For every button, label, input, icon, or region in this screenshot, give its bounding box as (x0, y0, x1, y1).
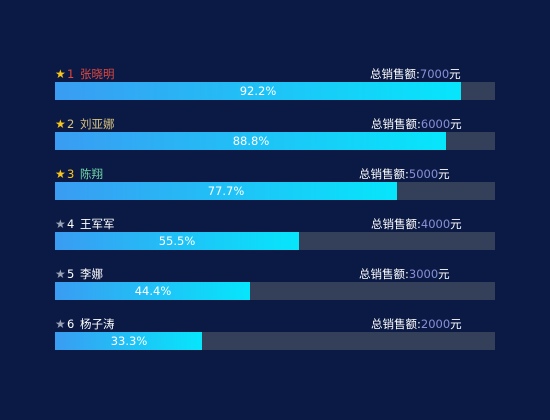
sales-label: 总销售额: (359, 267, 409, 281)
sales-amount: 2000 (420, 317, 451, 331)
percent-label: 55.5% (158, 234, 196, 248)
sales-amount: 3000 (408, 267, 439, 281)
row-label-line: ★ 3 陈翔 总销售额:5000元 (55, 166, 495, 182)
sales-label: 总销售额: (370, 67, 420, 81)
ranking-row: ★ 1 张晓明 总销售额:7000元 92.2% (55, 66, 495, 106)
bar-track: 77.7% (55, 182, 495, 200)
row-label-line: ★ 2 刘亚娜 总销售额:6000元 (55, 116, 495, 132)
percent-label: 92.2% (239, 84, 277, 98)
row-label-line: ★ 1 张晓明 总销售额:7000元 (55, 66, 495, 82)
rank-number: 6 (67, 317, 75, 331)
star-icon: ★ (55, 67, 66, 81)
sales-label: 总销售额: (371, 217, 421, 231)
bar-track: 33.3% (55, 332, 495, 350)
percent-label: 77.7% (207, 184, 245, 198)
person-name: 陈翔 (80, 167, 103, 181)
sales-total: 总销售额:4000元 (371, 216, 462, 232)
star-icon: ★ (55, 117, 66, 131)
rank-number: 3 (67, 167, 75, 181)
bar-fill (55, 82, 461, 100)
person-name: 杨子涛 (80, 317, 115, 331)
sales-label: 总销售额: (371, 117, 421, 131)
percent-label: 33.3% (110, 334, 148, 348)
sales-total: 总销售额:6000元 (371, 116, 462, 132)
bar-track: 55.5% (55, 232, 495, 250)
rank-number: 1 (67, 67, 75, 81)
bar-fill (55, 182, 397, 200)
row-label-line: ★ 6 杨子涛 总销售额:2000元 (55, 316, 495, 332)
sales-unit: 元 (450, 217, 462, 231)
bar-fill (55, 282, 250, 300)
row-label-line: ★ 4 王军军 总销售额:4000元 (55, 216, 495, 232)
sales-amount: 7000 (419, 67, 450, 81)
bar-track: 44.4% (55, 282, 495, 300)
person-name: 张晓明 (80, 67, 115, 81)
ranking-row: ★ 3 陈翔 总销售额:5000元 77.7% (55, 166, 495, 206)
ranking-row: ★ 6 杨子涛 总销售额:2000元 33.3% (55, 316, 495, 356)
sales-total: 总销售额:3000元 (359, 266, 450, 282)
person-name: 王军军 (80, 217, 115, 231)
sales-unit: 元 (438, 167, 450, 181)
star-icon: ★ (55, 267, 66, 281)
rank-number: 5 (67, 267, 75, 281)
bar-track: 92.2% (55, 82, 495, 100)
star-icon: ★ (55, 217, 66, 231)
rank-number: 2 (67, 117, 75, 131)
sales-total: 总销售额:7000元 (370, 66, 461, 82)
sales-amount: 5000 (408, 167, 439, 181)
ranking-row: ★ 2 刘亚娜 总销售额:6000元 88.8% (55, 116, 495, 156)
sales-unit: 元 (438, 267, 450, 281)
sales-amount: 6000 (420, 117, 451, 131)
sales-unit: 元 (450, 117, 462, 131)
percent-label: 44.4% (134, 284, 172, 298)
percent-label: 88.8% (232, 134, 270, 148)
person-name: 刘亚娜 (80, 117, 115, 131)
sales-label: 总销售额: (371, 317, 421, 331)
rank-number: 4 (67, 217, 75, 231)
sales-unit: 元 (450, 317, 462, 331)
ranking-row: ★ 4 王军军 总销售额:4000元 55.5% (55, 216, 495, 256)
sales-amount: 4000 (420, 217, 451, 231)
row-label-line: ★ 5 李娜 总销售额:3000元 (55, 266, 495, 282)
bar-fill (55, 132, 446, 150)
sales-unit: 元 (449, 67, 461, 81)
sales-label: 总销售额: (359, 167, 409, 181)
sales-total: 总销售额:5000元 (359, 166, 450, 182)
person-name: 李娜 (80, 267, 103, 281)
bar-fill (55, 232, 299, 250)
ranking-row: ★ 5 李娜 总销售额:3000元 44.4% (55, 266, 495, 306)
sales-total: 总销售额:2000元 (371, 316, 462, 332)
bar-track: 88.8% (55, 132, 495, 150)
bar-fill (55, 332, 202, 350)
star-icon: ★ (55, 317, 66, 331)
star-icon: ★ (55, 167, 66, 181)
